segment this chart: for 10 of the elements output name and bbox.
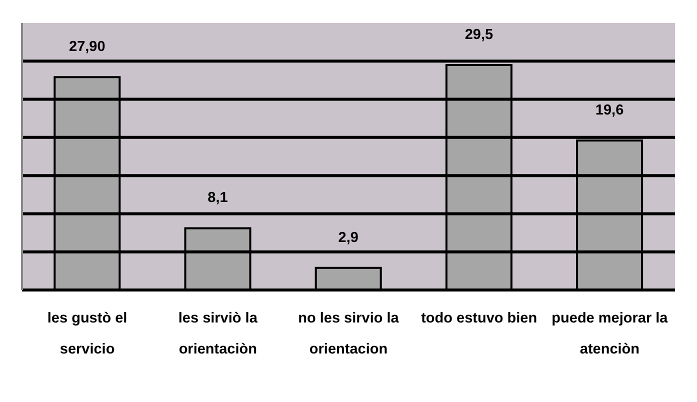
data-label: 27,90 <box>69 39 106 56</box>
data-label: 8,1 <box>208 190 228 206</box>
data-label: 19,6 <box>595 102 624 118</box>
x-tick-label: puede mejorar la atenciòn <box>552 310 669 358</box>
x-tick-label: no les sirvio la orientacion <box>298 310 400 358</box>
data-label: 2,9 <box>338 230 358 246</box>
data-label: 29,5 <box>464 26 494 43</box>
x-tick-label: todo estuvo bien <box>421 310 538 326</box>
x-tick-label: les gustò el servicio <box>47 310 128 358</box>
x-tick-label: les sirviò la orientaciòn <box>178 310 258 358</box>
